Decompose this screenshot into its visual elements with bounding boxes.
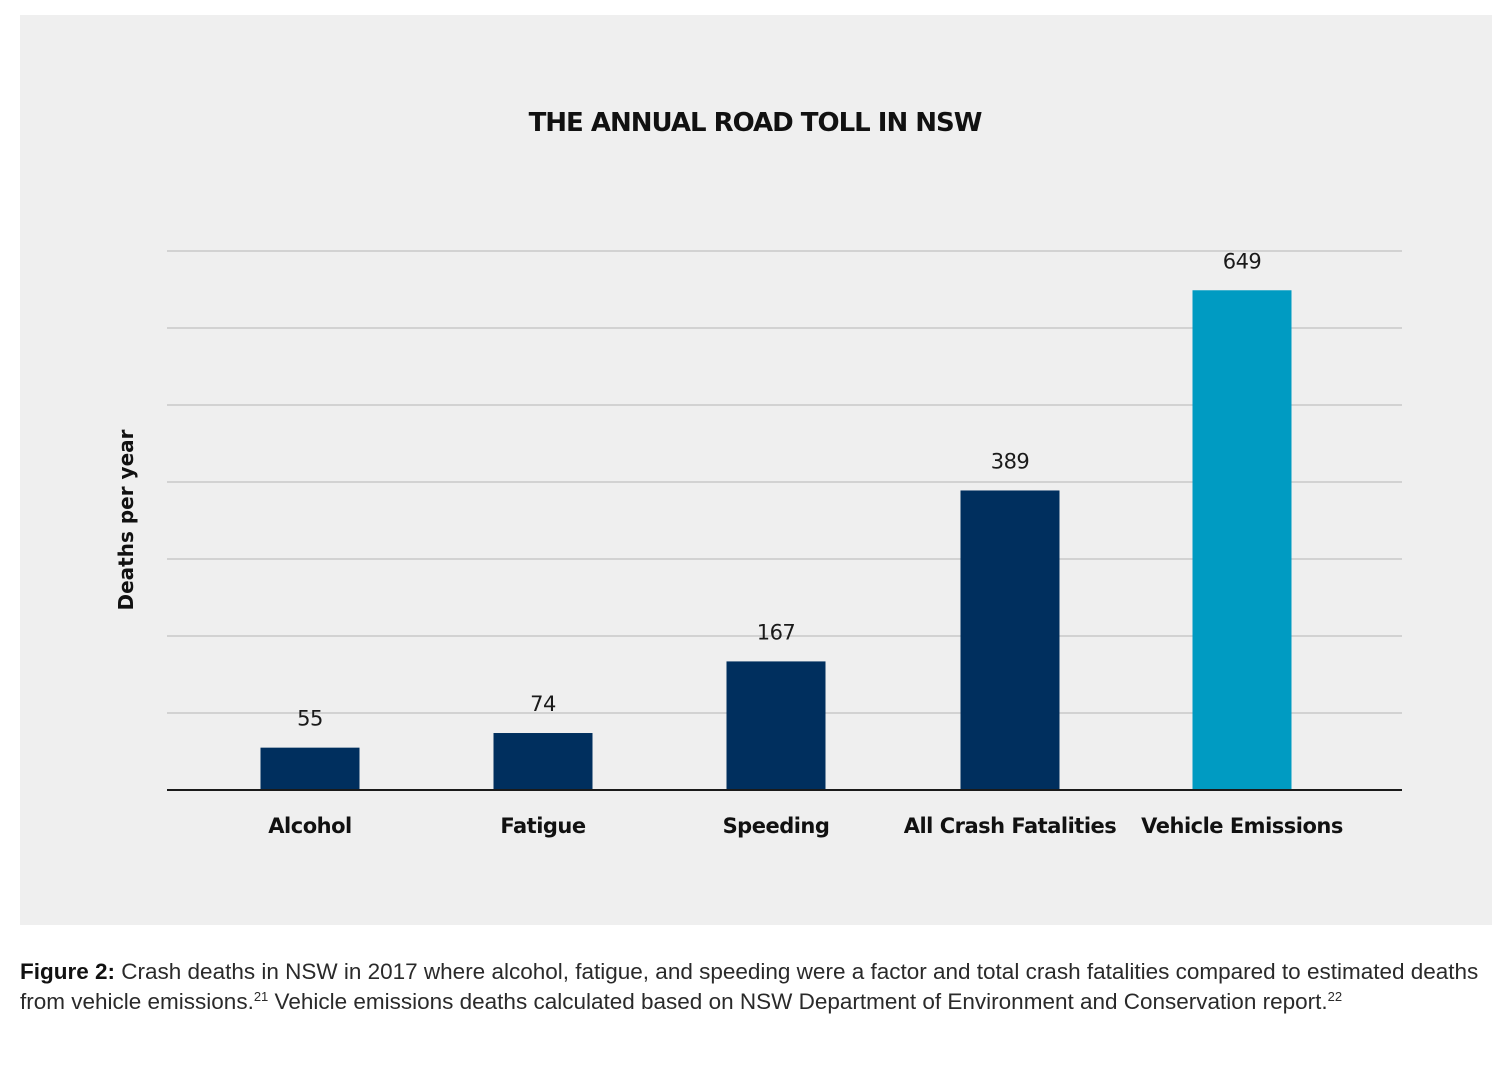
bars bbox=[260, 290, 1292, 790]
category-label: Speeding bbox=[723, 814, 830, 838]
value-label: 649 bbox=[1223, 249, 1262, 273]
bar-alcohol bbox=[260, 747, 360, 790]
labels: 55 Alcohol 74 Fatigue 167 Speeding 389 All Cras… bbox=[268, 249, 1343, 838]
category-label: All Crash Fatalities bbox=[904, 814, 1117, 838]
category-label: Fatigue bbox=[500, 814, 586, 838]
chart-title: THE ANNUAL ROAD TOLL IN NSW bbox=[528, 108, 983, 138]
caption-ref-1: 21 bbox=[253, 988, 269, 1004]
bar-all-crash-fatalities bbox=[960, 490, 1060, 790]
figure-label: Figure 2: bbox=[20, 959, 116, 984]
bar-speeding bbox=[726, 661, 826, 790]
caption-ref-2: 22 bbox=[1327, 988, 1343, 1004]
value-label: 389 bbox=[991, 449, 1030, 473]
y-axis-label: Deaths per year bbox=[114, 429, 138, 610]
category-label: Vehicle Emissions bbox=[1141, 814, 1343, 838]
figure-caption: Figure 2: Crash deaths in NSW in 2017 wh… bbox=[20, 957, 1480, 1016]
value-label: 167 bbox=[757, 620, 796, 644]
caption-text-2: Vehicle emissions deaths calculated base… bbox=[268, 988, 1328, 1014]
value-label: 74 bbox=[530, 692, 556, 716]
caption-text-1: Crash deaths in NSW in 2017 where alcoho… bbox=[20, 959, 1479, 1014]
bar-fatigue bbox=[493, 733, 593, 790]
bar-vehicle-emissions bbox=[1192, 290, 1292, 790]
category-label: Alcohol bbox=[268, 814, 351, 838]
value-label: 55 bbox=[297, 707, 323, 731]
